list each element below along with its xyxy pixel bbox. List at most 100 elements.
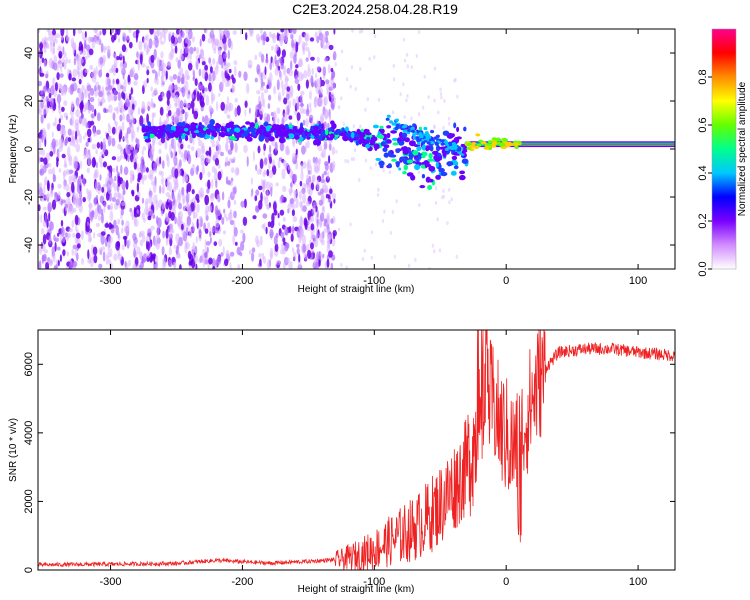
heatmap-signal-cell [386, 125, 392, 129]
heatmap-noise-cell [53, 234, 56, 242]
heatmap-noise-cell [198, 139, 203, 147]
heatmap-noise-cell [65, 57, 68, 64]
heatmap-noise-cell [256, 168, 262, 175]
heatmap-noise-cell [136, 191, 141, 198]
heatmap-signal-cell [421, 154, 426, 159]
heatmap-noise-cell [136, 246, 141, 255]
heatmap-noise-cell [326, 212, 331, 221]
figure-title: C2E3.2024.258.04.28.R19 [292, 1, 458, 17]
heatmap-noise-cell [146, 69, 150, 76]
heatmap-signal-cell [453, 122, 457, 129]
heatmap-noise-cell [326, 258, 330, 268]
heatmap-noise-cell [217, 39, 220, 49]
heatmap-noise-cell [38, 148, 43, 156]
heatmap-noise-cell [302, 119, 306, 126]
heatmap-noise-cell [310, 232, 313, 241]
heatmap-noise-cell [85, 221, 88, 232]
heatmap-noise-cell [292, 152, 297, 161]
heatmap-noise-cell [187, 154, 192, 165]
heatmap-noise-cell [194, 78, 198, 87]
heatmap-noise-cell [320, 79, 326, 87]
heatmap-noise-cell [227, 75, 231, 81]
heatmap-cells [38, 29, 675, 269]
heatmap-noise-cell [229, 262, 232, 269]
heatmap-noise-cell [44, 249, 48, 254]
heatmap-noise-cell [258, 70, 262, 77]
heatmap-noise-cell [152, 167, 158, 173]
heatmap-signal-cell [245, 121, 251, 125]
heatmap-noise-cell [256, 239, 260, 248]
heatmap-noise-cell [282, 160, 286, 166]
heatmap-noise-cell [63, 100, 68, 107]
heatmap-signal-cell [375, 157, 382, 162]
heatmap-noise-cell [40, 90, 44, 95]
heatmap-noise-cell [72, 232, 76, 238]
heatmap-noise-cell [57, 232, 60, 237]
heatmap-noise-cell [310, 249, 315, 254]
heatmap-noise-cell [71, 136, 76, 144]
spectrogram-x-label: Height of straight line (km) [298, 284, 415, 295]
heatmap-noise-cell [189, 227, 193, 238]
heatmap-noise-cell [46, 122, 51, 130]
heatmap-noise-cell [156, 57, 160, 68]
heatmap-noise-cell [94, 168, 99, 179]
heatmap-noise-cell [113, 253, 118, 261]
heatmap-noise-cell [268, 170, 274, 179]
heatmap-signal-cell [373, 143, 380, 150]
heatmap-signal-cell [433, 136, 438, 140]
heatmap-noise-cell [330, 67, 334, 73]
heatmap-noise-cell [276, 260, 282, 266]
y-tick-label: 0 [23, 146, 35, 152]
heatmap-noise-cell [423, 74, 426, 79]
heatmap-signal-cell [458, 174, 466, 181]
heatmap-noise-cell [321, 35, 326, 46]
heatmap-noise-cell [94, 38, 98, 45]
heatmap-signal-cell [426, 141, 431, 145]
heatmap-signal-cell [265, 125, 271, 132]
heatmap-noise-cell [107, 123, 110, 128]
heatmap-signal-cell [418, 126, 423, 131]
heatmap-signal-cell [476, 143, 482, 147]
heatmap-noise-cell [47, 179, 50, 191]
heatmap-noise-cell [49, 98, 55, 107]
heatmap-noise-cell [289, 197, 295, 205]
heatmap-noise-cell [293, 173, 298, 183]
heatmap-signal-cell [144, 138, 151, 143]
heatmap-noise-cell [38, 204, 41, 212]
heatmap-noise-cell [272, 32, 277, 44]
heatmap-noise-cell [318, 259, 321, 267]
heatmap-noise-cell [181, 73, 185, 85]
heatmap-noise-cell [295, 74, 298, 84]
heatmap-noise-cell [143, 174, 147, 181]
x-tick-label: -200 [231, 576, 253, 588]
heatmap-noise-cell [269, 228, 274, 239]
heatmap-noise-cell [264, 66, 267, 76]
heatmap-noise-cell [130, 87, 133, 95]
heatmap-noise-cell [175, 249, 179, 255]
heatmap-noise-cell [265, 226, 268, 235]
heatmap-noise-cell [195, 59, 200, 69]
heatmap-noise-cell [189, 46, 194, 55]
heatmap-noise-cell [361, 257, 365, 262]
heatmap-noise-cell [165, 70, 168, 80]
heatmap-noise-cell [166, 156, 170, 168]
heatmap-noise-cell [201, 142, 205, 154]
heatmap-signal-cell [334, 131, 340, 135]
heatmap-noise-cell [282, 185, 287, 193]
heatmap-noise-cell [442, 189, 445, 193]
heatmap-noise-cell [95, 81, 99, 86]
heatmap-noise-cell [316, 66, 321, 71]
heatmap-noise-cell [52, 251, 56, 263]
heatmap-noise-cell [220, 101, 225, 111]
heatmap-noise-cell [192, 138, 195, 146]
heatmap-noise-cell [123, 78, 127, 90]
heatmap-noise-cell [173, 145, 177, 156]
heatmap-signal-cell [281, 124, 286, 130]
heatmap-noise-cell [303, 70, 308, 79]
heatmap-signal-cell [486, 143, 492, 147]
heatmap-noise-cell [67, 87, 71, 93]
heatmap-noise-cell [352, 124, 355, 129]
heatmap-noise-cell [285, 242, 290, 249]
heatmap-noise-cell [402, 37, 406, 42]
heatmap-noise-cell [195, 166, 199, 175]
